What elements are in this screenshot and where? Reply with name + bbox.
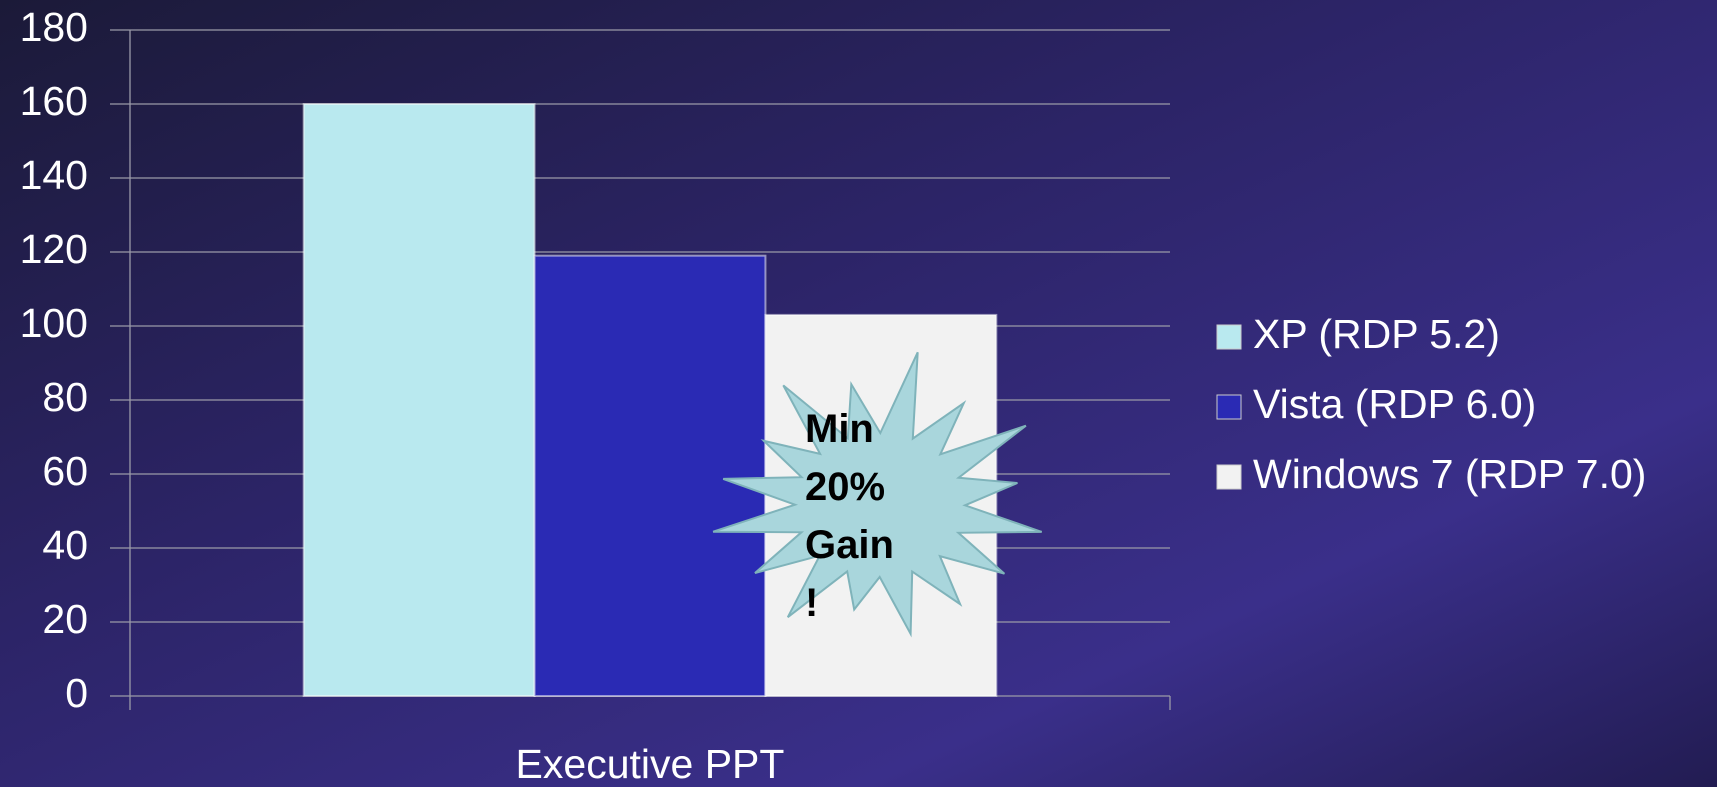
legend-swatch xyxy=(1216,394,1242,420)
y-tick-label: 160 xyxy=(20,78,88,124)
starburst xyxy=(712,351,1043,638)
x-tick-label: Executive PPT xyxy=(516,741,785,787)
y-tick-label: 40 xyxy=(42,522,88,568)
y-tick-label: 120 xyxy=(20,226,88,272)
legend-label: Windows 7 (RDP 7.0) xyxy=(1253,451,1646,497)
y-tick-label: 60 xyxy=(42,448,88,494)
y-tick-label: 80 xyxy=(42,374,88,420)
y-tick-label: 140 xyxy=(20,152,88,198)
y-tick-label: 0 xyxy=(65,670,88,716)
bar xyxy=(533,254,767,697)
y-tick-label: 180 xyxy=(20,4,88,50)
y-tick-label: 20 xyxy=(42,596,88,642)
legend-label: Vista (RDP 6.0) xyxy=(1253,381,1536,427)
annotation-box: Min 20% Gain ! xyxy=(805,407,894,625)
bar xyxy=(302,103,536,697)
y-tick-label: 100 xyxy=(20,300,88,346)
legend-label: XP (RDP 5.2) xyxy=(1253,311,1500,357)
legend-swatch xyxy=(1216,324,1242,350)
annotation: Min 20% Gain ! xyxy=(805,407,894,625)
legend-swatch xyxy=(1216,464,1242,490)
